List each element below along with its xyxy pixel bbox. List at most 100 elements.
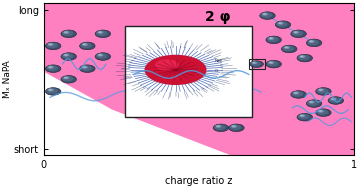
Circle shape [292, 30, 303, 36]
Circle shape [300, 115, 303, 116]
Circle shape [230, 124, 241, 130]
Circle shape [316, 109, 328, 115]
Circle shape [63, 76, 69, 79]
Circle shape [216, 125, 221, 128]
Circle shape [328, 97, 344, 104]
Circle shape [268, 37, 274, 40]
Bar [248, 59, 265, 69]
Circle shape [79, 65, 95, 72]
Circle shape [63, 54, 69, 57]
Circle shape [267, 61, 278, 66]
Circle shape [269, 38, 272, 39]
Text: O: O [214, 69, 218, 73]
Circle shape [266, 36, 282, 44]
Y-axis label: Mₓ NaPA: Mₓ NaPA [4, 60, 13, 98]
Circle shape [81, 43, 92, 48]
Circle shape [276, 21, 288, 27]
Circle shape [291, 91, 306, 98]
Circle shape [231, 125, 237, 128]
Circle shape [97, 31, 103, 34]
Circle shape [319, 89, 322, 91]
Circle shape [61, 30, 77, 38]
Circle shape [282, 46, 294, 51]
Circle shape [214, 124, 226, 130]
Circle shape [48, 88, 54, 91]
Circle shape [292, 91, 303, 97]
Circle shape [268, 61, 274, 64]
Circle shape [263, 13, 266, 15]
Circle shape [62, 53, 73, 59]
Circle shape [307, 100, 319, 106]
Circle shape [282, 45, 297, 53]
Circle shape [45, 88, 61, 95]
Circle shape [144, 55, 206, 85]
Circle shape [49, 44, 52, 45]
Circle shape [306, 39, 322, 47]
Circle shape [309, 40, 314, 43]
Circle shape [64, 77, 67, 78]
Circle shape [306, 100, 322, 107]
Circle shape [229, 124, 244, 132]
Circle shape [62, 76, 73, 82]
Circle shape [79, 42, 95, 50]
Circle shape [298, 114, 309, 119]
Circle shape [96, 30, 108, 36]
Circle shape [45, 42, 61, 50]
Circle shape [83, 44, 86, 45]
Circle shape [64, 32, 67, 33]
Circle shape [83, 66, 86, 68]
Circle shape [294, 92, 297, 94]
Circle shape [316, 109, 331, 116]
Circle shape [297, 54, 313, 62]
Circle shape [253, 62, 255, 63]
Circle shape [48, 66, 54, 69]
Circle shape [299, 114, 305, 117]
Circle shape [252, 62, 257, 64]
Circle shape [260, 12, 275, 19]
Circle shape [49, 66, 52, 68]
Circle shape [95, 53, 110, 60]
Circle shape [63, 31, 69, 34]
Circle shape [285, 47, 288, 48]
Circle shape [61, 75, 77, 83]
Circle shape [262, 13, 268, 16]
Circle shape [82, 43, 88, 46]
Circle shape [309, 101, 314, 104]
Circle shape [319, 110, 322, 112]
Circle shape [331, 98, 334, 100]
Circle shape [278, 22, 283, 25]
Circle shape [293, 31, 299, 34]
Circle shape [294, 32, 297, 33]
Text: NaP: NaP [214, 59, 222, 63]
Circle shape [46, 65, 58, 71]
Circle shape [99, 32, 101, 33]
Circle shape [298, 55, 309, 60]
Circle shape [291, 30, 306, 38]
Circle shape [48, 43, 54, 46]
Circle shape [46, 88, 58, 94]
Circle shape [293, 92, 299, 94]
Circle shape [297, 113, 313, 121]
Circle shape [261, 12, 272, 18]
Circle shape [82, 66, 88, 69]
Circle shape [316, 88, 331, 95]
Circle shape [49, 89, 52, 91]
Circle shape [307, 40, 319, 45]
Circle shape [64, 54, 67, 56]
Circle shape [155, 59, 179, 71]
Circle shape [251, 61, 261, 66]
Circle shape [62, 30, 73, 36]
Polygon shape [44, 0, 361, 155]
Circle shape [299, 55, 305, 58]
Circle shape [284, 46, 290, 49]
Circle shape [310, 101, 313, 103]
Circle shape [250, 61, 264, 67]
Circle shape [213, 124, 229, 132]
Circle shape [95, 30, 110, 38]
Circle shape [300, 56, 303, 57]
Circle shape [318, 110, 324, 113]
Text: 2 φ: 2 φ [205, 10, 231, 24]
Circle shape [61, 53, 77, 60]
Circle shape [269, 62, 272, 63]
X-axis label: charge ratio z: charge ratio z [165, 176, 233, 186]
